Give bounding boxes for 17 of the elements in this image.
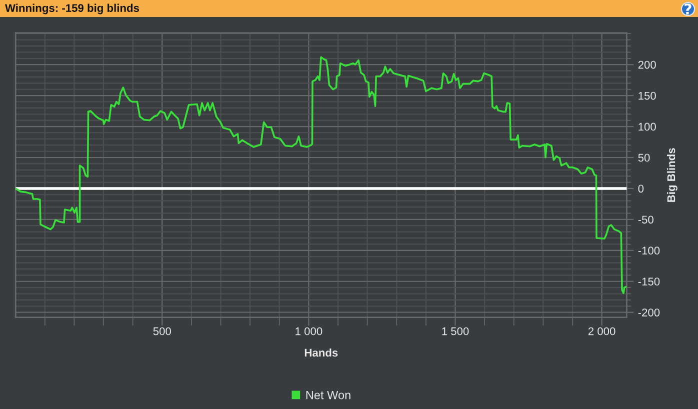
y-tick-label: 0: [638, 184, 644, 193]
y-tick-label: 100: [638, 122, 656, 131]
x-tick-label: 500: [153, 327, 171, 336]
x-axis-title: Hands: [304, 348, 338, 357]
legend-label: Net Won: [306, 390, 350, 400]
y-tick-label: -150: [638, 278, 660, 286]
y-tick-label: -200: [638, 308, 660, 316]
y-tick-label: 200: [638, 60, 656, 69]
x-tick-label: 1 000: [296, 327, 322, 336]
y-tick-label: -50: [638, 216, 654, 224]
y-tick-label: 150: [638, 92, 656, 100]
y-axis-title: Big Blinds: [666, 148, 678, 202]
chart-title: Winnings: -159 big blinds: [5, 4, 140, 14]
y-tick-label: 50: [638, 154, 650, 162]
x-tick-label: 2 000: [588, 327, 616, 336]
y-tick-label: -100: [638, 246, 660, 255]
x-tick-label: 1 500: [442, 327, 469, 336]
